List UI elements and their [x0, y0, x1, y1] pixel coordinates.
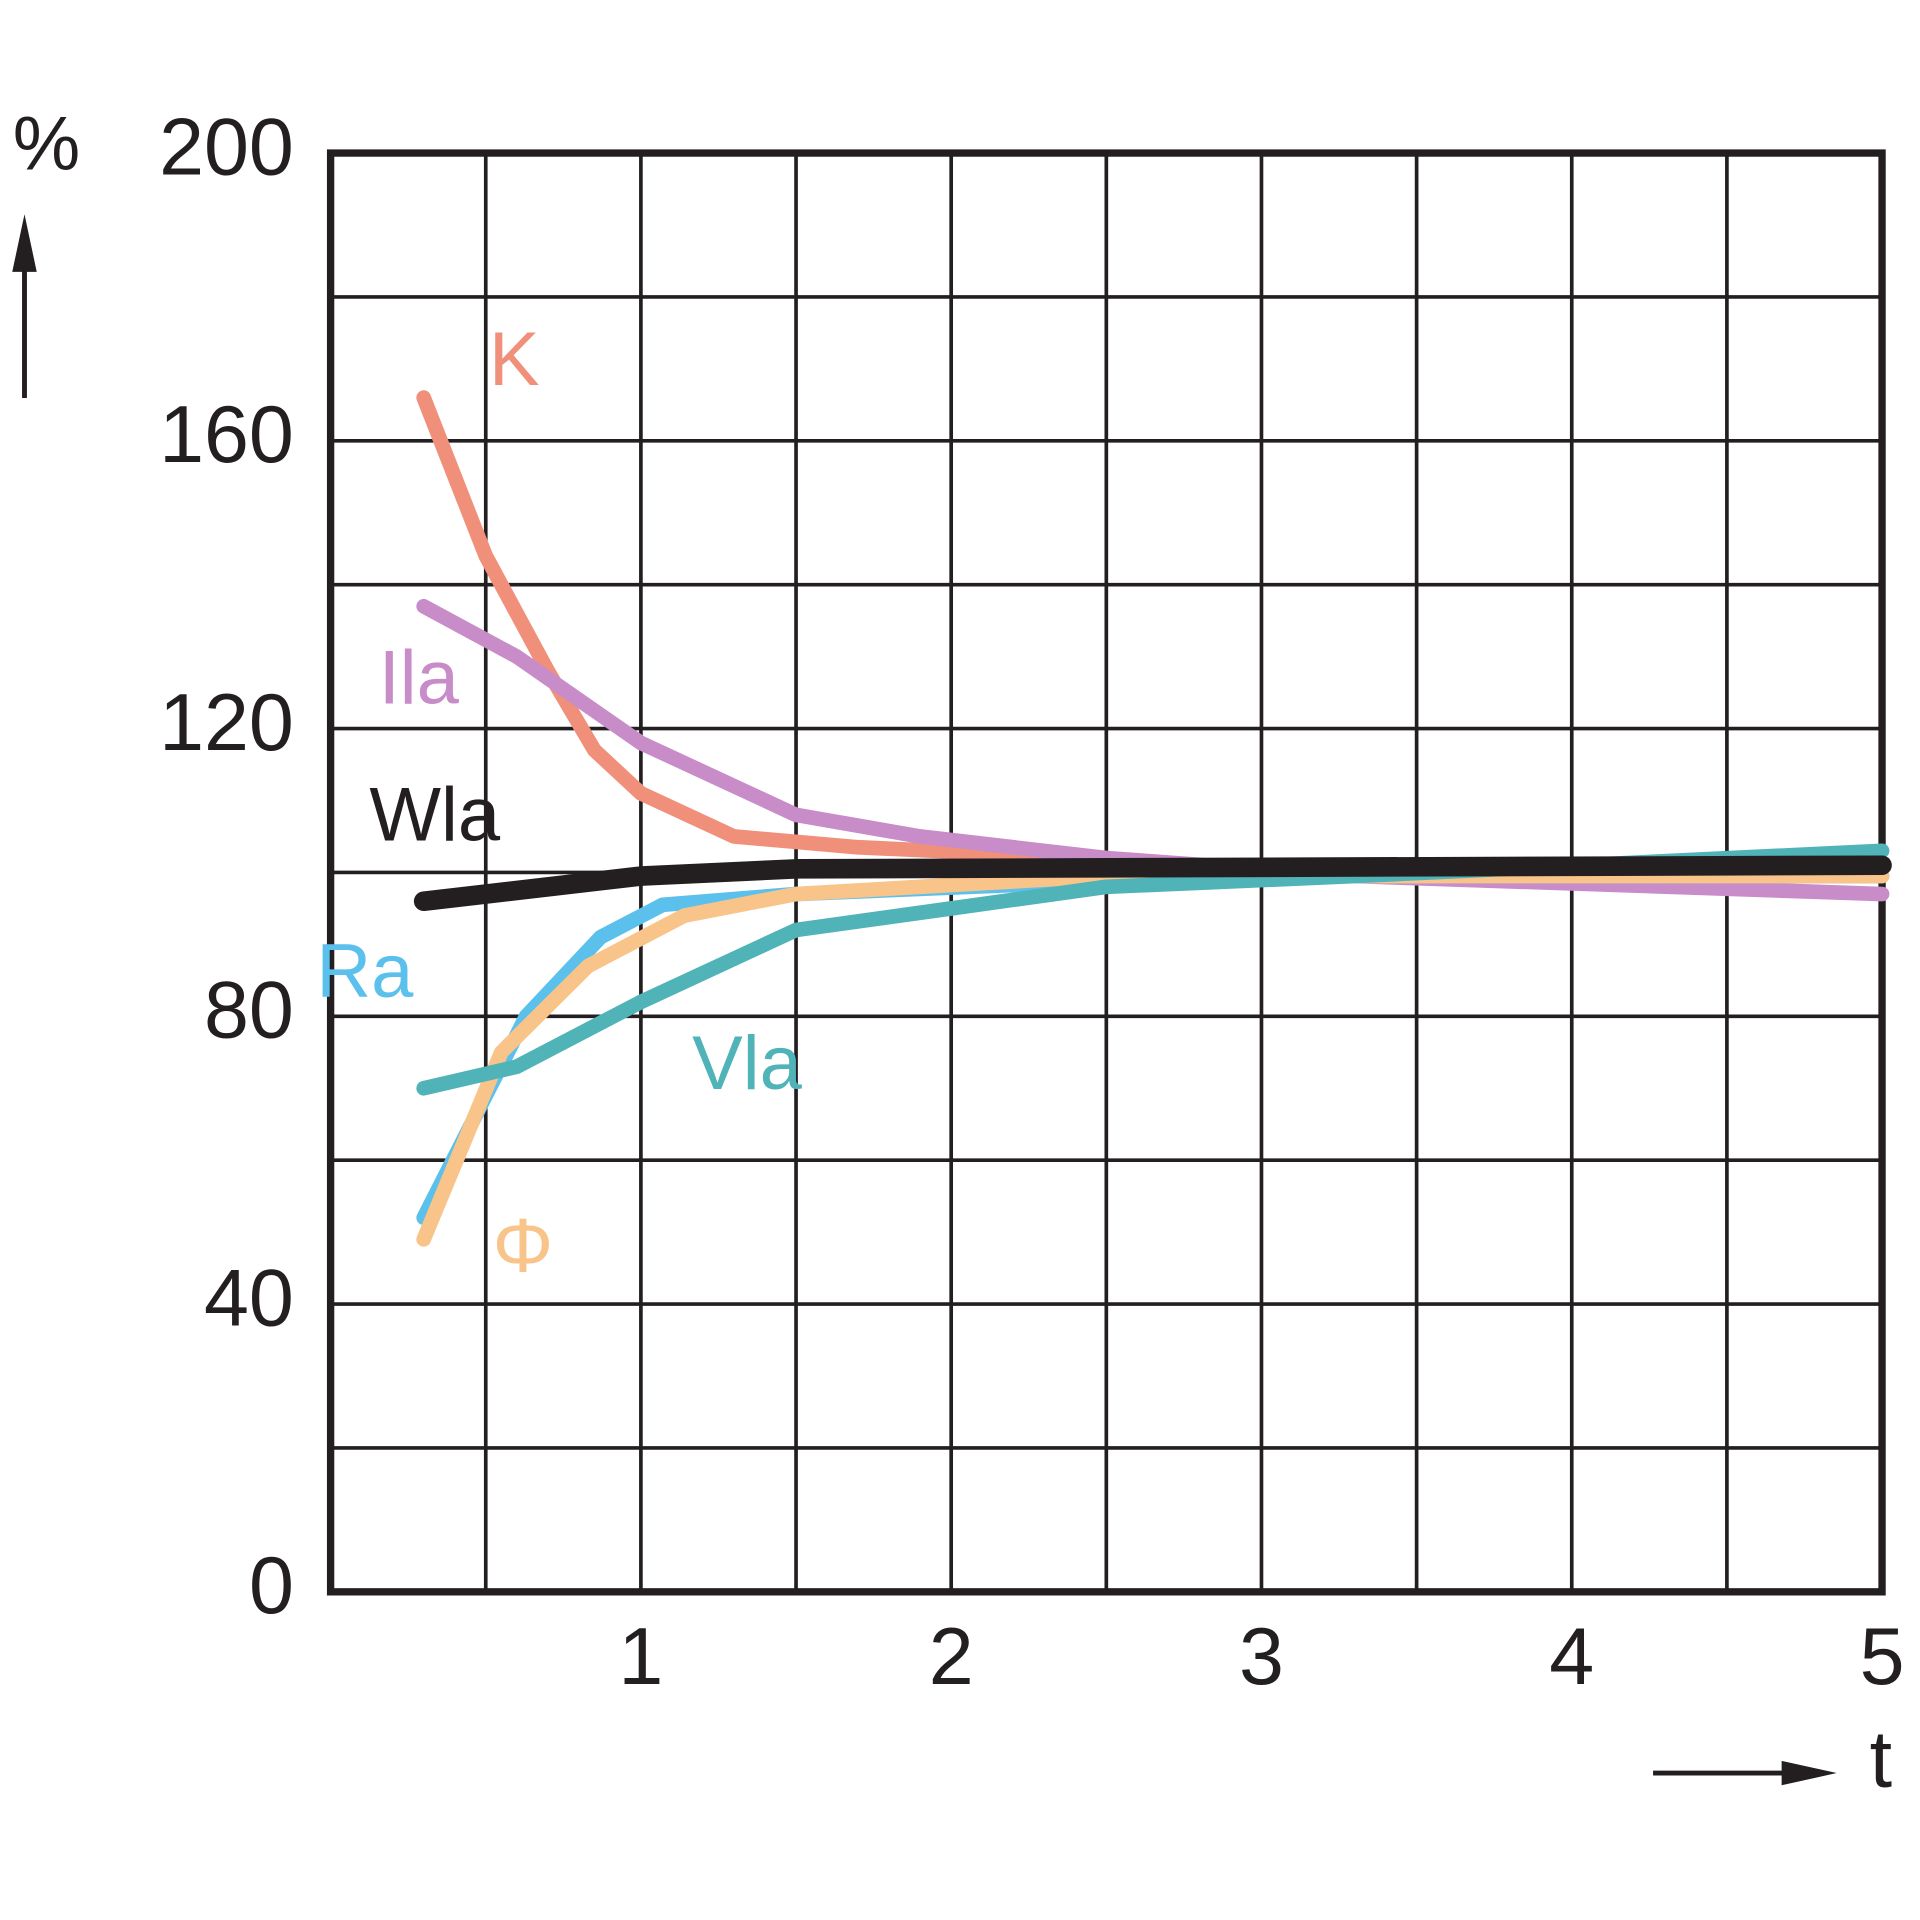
series-line: [413, 855, 1892, 912]
y-tick-label: 40: [204, 1253, 294, 1343]
x-arrow-head: [1781, 1760, 1837, 1786]
series-label: Ila: [379, 635, 460, 720]
y-arrow-head: [12, 214, 37, 272]
series-line: [416, 843, 1890, 1096]
x-tick-label: 3: [1239, 1612, 1284, 1702]
series-label: K: [489, 317, 540, 402]
series-label: Vla: [692, 1021, 802, 1106]
series-label: Ra: [316, 929, 414, 1014]
y-tick-label: 200: [159, 102, 294, 192]
y-axis-label: %: [13, 101, 80, 186]
y-tick-label: 0: [249, 1541, 294, 1631]
y-tick-label: 80: [204, 966, 294, 1056]
series-label: Φ: [493, 1203, 554, 1288]
series-label: Wla: [369, 772, 501, 857]
series-line: [416, 390, 1114, 866]
x-tick-label: 1: [618, 1612, 663, 1702]
x-tick-label: 2: [929, 1612, 974, 1702]
x-tick-label: 5: [1860, 1612, 1905, 1702]
y-tick-label: 120: [159, 678, 294, 768]
x-tick-label: 4: [1549, 1612, 1594, 1702]
y-tick-label: 160: [159, 390, 294, 480]
x-axis-label: t: [1870, 1715, 1892, 1805]
